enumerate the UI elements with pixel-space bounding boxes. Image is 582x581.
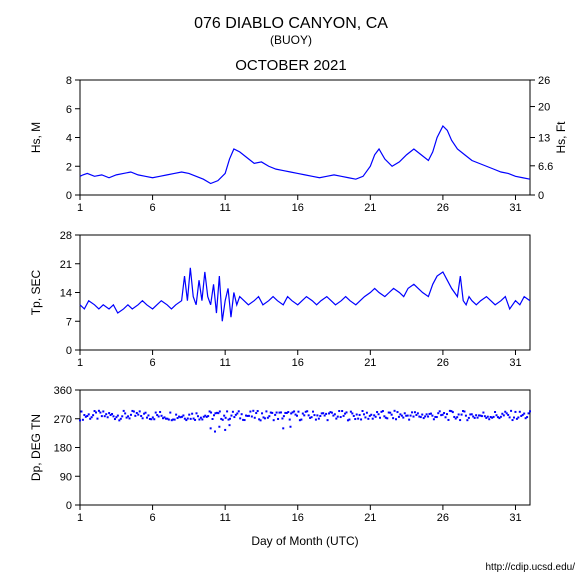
chart3-xtick: 16 [292, 512, 304, 524]
chart3-xtick: 6 [150, 512, 156, 524]
chart-container: 076 DIABLO CANYON, CA(BUOY) OCTOBER 2021 0… [0, 0, 582, 581]
chart2-xtick: 21 [364, 357, 376, 369]
chart2-xtick: 6 [150, 357, 156, 369]
chart1-xtick: 26 [437, 202, 449, 214]
chart1-ytick-right: 6.6 [538, 161, 553, 173]
chart3-ytick: 0 [66, 500, 72, 512]
xlabel: Day of Month (UTC) [251, 534, 358, 548]
chart3-ytick: 180 [54, 443, 72, 455]
chart1-ytick-left: 2 [66, 161, 72, 173]
chart1-ylabel-left: Hs, M [29, 122, 43, 153]
chart3-series [79, 410, 531, 433]
chart3-border [80, 390, 530, 505]
chart2-xtick: 31 [509, 357, 521, 369]
chart1-xtick: 11 [219, 202, 230, 214]
chart1-xtick: 6 [150, 202, 156, 214]
chart2-ylabel: Tp, SEC [29, 270, 43, 316]
chart2-xtick: 26 [437, 357, 449, 369]
chart1-ytick-right: 0 [538, 190, 544, 202]
chart1-ytick-right: 20 [538, 102, 550, 114]
chart2-xtick: 1 [77, 357, 83, 369]
chart1-ytick-left: 4 [66, 133, 72, 145]
chart1-ylabel-right: Hs, Ft [554, 121, 568, 154]
chart3-xtick: 31 [509, 512, 521, 524]
chart1-ytick-left: 0 [66, 190, 72, 202]
chart1-ytick-right: 13 [538, 133, 550, 145]
chart2-xtick: 11 [219, 357, 230, 369]
chart2-ytick: 28 [60, 230, 72, 242]
title-month: OCTOBER 2021 [235, 57, 346, 74]
chart3-ytick: 90 [60, 471, 72, 483]
chart1-border [80, 80, 530, 195]
chart3-ylabel: Dp, DEG TN [29, 414, 43, 481]
chart1-xtick: 21 [364, 202, 376, 214]
title-main: 076 DIABLO CANYON, CA [194, 15, 388, 32]
chart2-ytick: 14 [60, 288, 72, 300]
chart3-xtick: 1 [77, 512, 83, 524]
chart2-ytick: 21 [60, 259, 72, 271]
chart3-xtick: 11 [219, 512, 230, 524]
chart-svg: 076 DIABLO CANYON, CA(BUOY) OCTOBER 2021 0… [0, 0, 582, 581]
chart1-ytick-left: 6 [66, 104, 72, 116]
chart1-xtick: 1 [77, 202, 83, 214]
chart1-xtick: 31 [509, 202, 521, 214]
chart1-xtick: 16 [292, 202, 304, 214]
chart2-series [80, 268, 530, 321]
chart2-ytick: 0 [66, 345, 72, 357]
chart3-ytick: 270 [54, 414, 72, 426]
chart1-ytick-left: 8 [66, 75, 72, 87]
chart2-ytick: 7 [66, 316, 72, 328]
chart1-series [80, 126, 530, 184]
chart3-ytick: 360 [54, 385, 72, 397]
title-sub: (BUOY) [270, 33, 312, 47]
chart3-xtick: 26 [437, 512, 449, 524]
footer-url: http://cdip.ucsd.edu/ [485, 562, 575, 573]
chart3-xtick: 21 [364, 512, 376, 524]
chart1-ytick-right: 26 [538, 75, 550, 87]
chart2-xtick: 16 [292, 357, 304, 369]
